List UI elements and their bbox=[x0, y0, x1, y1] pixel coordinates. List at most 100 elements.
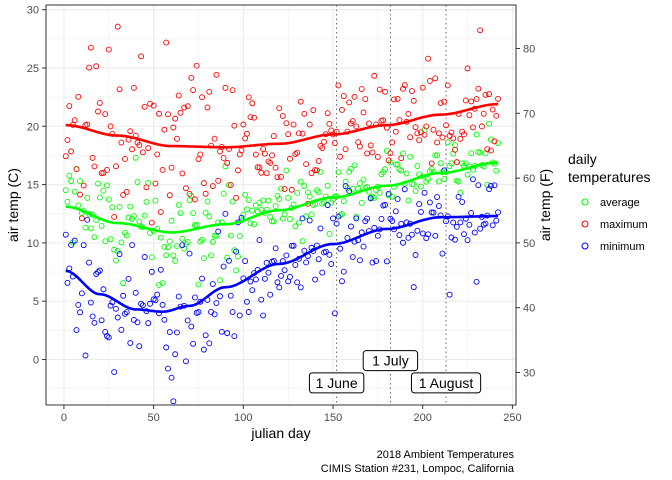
point-maximum bbox=[267, 160, 274, 166]
point-minimum bbox=[222, 210, 229, 217]
point-minimum bbox=[330, 215, 336, 222]
point-minimum bbox=[220, 263, 227, 270]
point-minimum bbox=[163, 344, 170, 351]
annotation-text: 1 June bbox=[316, 375, 358, 391]
point-maximum bbox=[150, 102, 157, 109]
point-maximum bbox=[292, 151, 299, 158]
point-average bbox=[102, 238, 109, 245]
point-maximum bbox=[120, 191, 127, 198]
point-minimum bbox=[435, 203, 442, 209]
point-maximum bbox=[206, 88, 213, 95]
smooth-line-minimum bbox=[65, 214, 499, 313]
point-minimum bbox=[278, 272, 284, 279]
point-maximum bbox=[138, 53, 145, 60]
point-minimum bbox=[105, 334, 112, 341]
point-average bbox=[287, 216, 293, 223]
x-axis-title: julian day bbox=[250, 425, 310, 441]
point-minimum bbox=[294, 279, 301, 286]
point-average bbox=[127, 203, 134, 210]
point-minimum bbox=[191, 294, 198, 301]
point-maximum bbox=[452, 146, 458, 153]
point-average bbox=[156, 281, 162, 288]
point-maximum bbox=[448, 129, 455, 136]
point-maximum bbox=[367, 142, 374, 149]
point-minimum bbox=[439, 250, 446, 257]
point-minimum bbox=[283, 252, 290, 259]
x-tick-label: 50 bbox=[148, 412, 160, 424]
point-minimum bbox=[174, 329, 180, 336]
point-maximum bbox=[272, 164, 279, 171]
point-average bbox=[317, 168, 324, 175]
point-maximum bbox=[68, 148, 75, 155]
point-maximum bbox=[342, 146, 349, 153]
caption-line-2: CIMIS Station #231, Lompoc, California bbox=[321, 463, 515, 475]
point-maximum bbox=[100, 169, 107, 176]
point-maximum bbox=[80, 182, 87, 189]
point-minimum bbox=[378, 216, 385, 222]
legend-label-average: average bbox=[600, 197, 640, 209]
point-minimum bbox=[263, 259, 270, 266]
point-maximum bbox=[170, 124, 177, 131]
point-minimum bbox=[243, 298, 250, 305]
point-maximum bbox=[382, 88, 388, 95]
point-average bbox=[91, 234, 98, 241]
point-minimum bbox=[414, 227, 421, 234]
point-average bbox=[414, 163, 421, 169]
point-maximum bbox=[340, 93, 347, 100]
point-average bbox=[251, 221, 258, 228]
point-average bbox=[462, 160, 469, 167]
point-minimum bbox=[446, 291, 453, 298]
point-minimum bbox=[68, 242, 75, 248]
point-average bbox=[231, 247, 238, 254]
point-minimum bbox=[382, 201, 388, 208]
point-minimum bbox=[111, 369, 118, 376]
point-minimum bbox=[328, 261, 335, 267]
point-minimum bbox=[120, 292, 127, 299]
point-maximum bbox=[398, 155, 405, 162]
point-minimum bbox=[154, 291, 161, 298]
point-average bbox=[398, 167, 405, 174]
point-average bbox=[98, 222, 105, 229]
point-average bbox=[315, 189, 322, 195]
point-minimum bbox=[227, 292, 234, 299]
point-maximum bbox=[73, 166, 80, 173]
point-maximum bbox=[401, 82, 408, 89]
point-minimum bbox=[493, 217, 500, 224]
point-average bbox=[243, 206, 250, 213]
point-minimum bbox=[71, 237, 78, 244]
point-maximum bbox=[118, 139, 125, 146]
caption-line-1: 2018 Ambient Temperatures bbox=[377, 449, 515, 461]
point-average bbox=[392, 161, 399, 168]
point-average bbox=[163, 252, 170, 259]
point-maximum bbox=[229, 87, 236, 94]
point-average bbox=[66, 172, 73, 179]
point-minimum bbox=[290, 242, 297, 249]
point-average bbox=[299, 238, 306, 245]
point-maximum bbox=[416, 137, 423, 144]
point-maximum bbox=[174, 135, 180, 142]
point-average bbox=[202, 209, 209, 216]
point-average bbox=[477, 149, 484, 156]
point-average bbox=[240, 211, 247, 218]
point-maximum bbox=[364, 150, 371, 157]
point-minimum bbox=[367, 195, 374, 202]
point-minimum bbox=[218, 328, 225, 335]
point-minimum bbox=[348, 223, 354, 230]
point-maximum bbox=[202, 190, 209, 197]
point-minimum bbox=[401, 186, 408, 193]
point-minimum bbox=[80, 242, 87, 249]
point-maximum bbox=[287, 155, 293, 162]
point-average bbox=[353, 213, 360, 220]
point-maximum bbox=[443, 122, 449, 129]
point-minimum bbox=[186, 250, 193, 257]
point-minimum bbox=[405, 234, 412, 241]
point-maximum bbox=[161, 126, 168, 133]
point-minimum bbox=[175, 293, 182, 300]
point-maximum bbox=[114, 23, 121, 30]
point-minimum bbox=[165, 365, 171, 372]
point-minimum bbox=[287, 274, 293, 280]
point-average bbox=[159, 280, 166, 287]
point-minimum bbox=[267, 291, 274, 298]
point-minimum bbox=[319, 269, 326, 276]
point-average bbox=[405, 197, 412, 204]
